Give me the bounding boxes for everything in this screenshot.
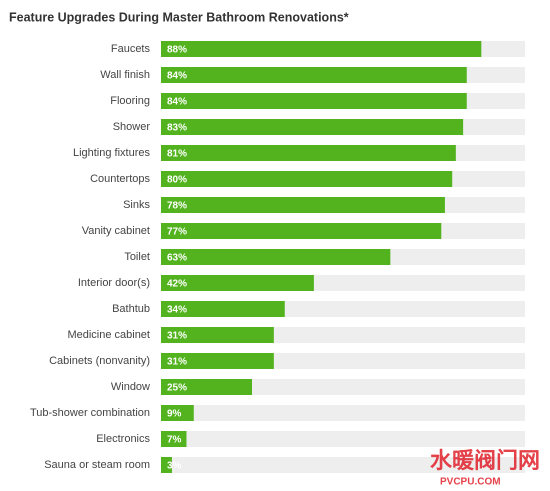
category-label: Cabinets (nonvanity) xyxy=(49,355,150,367)
category-label: Sinks xyxy=(123,199,150,211)
bar xyxy=(161,327,274,343)
value-label: 3% xyxy=(167,461,182,472)
value-label: 77% xyxy=(167,227,187,238)
value-label: 78% xyxy=(167,201,187,212)
watermark-text: 水暖阀门网 xyxy=(430,448,540,473)
bar xyxy=(161,67,467,83)
category-label: Faucets xyxy=(111,43,151,55)
bar xyxy=(161,379,252,395)
bar xyxy=(161,405,194,421)
value-label: 7% xyxy=(167,435,182,446)
category-label: Window xyxy=(111,381,150,393)
value-label: 83% xyxy=(167,123,187,134)
bar-track xyxy=(161,431,525,447)
value-label: 9% xyxy=(167,409,182,420)
category-label: Electronics xyxy=(96,433,150,445)
bar xyxy=(161,431,187,447)
category-label: Interior door(s) xyxy=(78,277,150,289)
watermark-url: PVCPU.COM xyxy=(440,477,501,488)
bar xyxy=(161,41,482,57)
bar xyxy=(161,119,464,135)
bar xyxy=(161,93,467,109)
bar xyxy=(161,197,445,213)
value-label: 63% xyxy=(167,253,187,264)
bar xyxy=(161,457,172,473)
category-label: Sauna or steam room xyxy=(44,459,150,471)
bar xyxy=(161,353,274,369)
value-label: 84% xyxy=(167,97,187,108)
value-label: 88% xyxy=(167,45,187,56)
bar xyxy=(161,145,456,161)
value-label: 25% xyxy=(167,383,187,394)
value-label: 80% xyxy=(167,175,187,186)
category-label: Countertops xyxy=(90,173,150,185)
category-label: Shower xyxy=(113,121,151,133)
category-label: Flooring xyxy=(110,95,150,107)
category-label: Tub-shower combination xyxy=(30,407,150,419)
category-label: Toilet xyxy=(124,251,150,263)
bar xyxy=(161,223,442,239)
category-label: Vanity cabinet xyxy=(82,225,150,237)
value-label: 31% xyxy=(167,357,187,368)
category-label: Medicine cabinet xyxy=(67,329,150,341)
value-label: 34% xyxy=(167,305,187,316)
category-label: Lighting fixtures xyxy=(73,147,151,159)
value-label: 81% xyxy=(167,149,187,160)
value-label: 31% xyxy=(167,331,187,342)
bar xyxy=(161,301,285,317)
value-label: 42% xyxy=(167,279,187,290)
value-label: 84% xyxy=(167,71,187,82)
bar-track xyxy=(161,457,525,473)
bar xyxy=(161,171,453,187)
category-label: Bathtub xyxy=(112,303,150,315)
category-label: Wall finish xyxy=(100,69,150,81)
bar xyxy=(161,275,314,291)
bar-track xyxy=(161,405,525,421)
bar xyxy=(161,249,391,265)
chart-title: Feature Upgrades During Master Bathroom … xyxy=(9,10,349,24)
